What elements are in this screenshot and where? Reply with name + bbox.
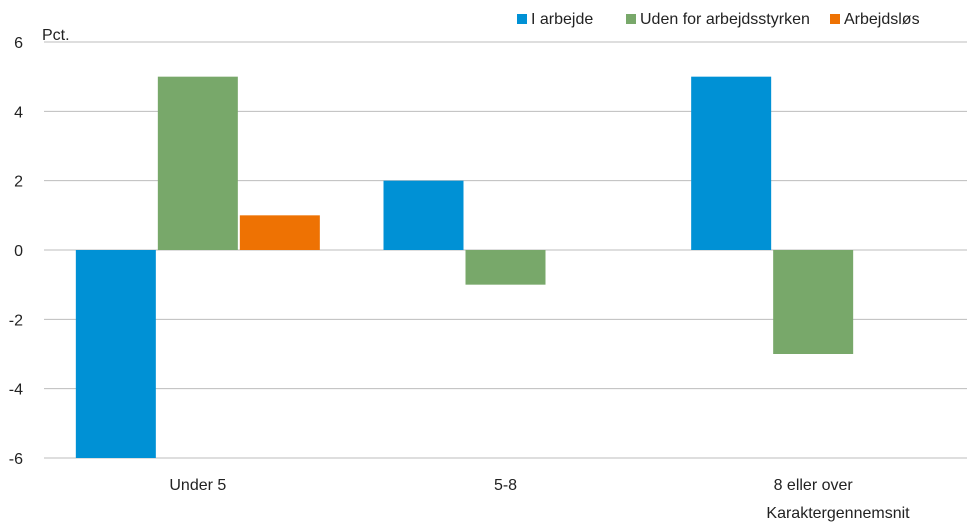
- y-tick-label: 4: [14, 104, 23, 121]
- y-tick-label: -6: [9, 451, 23, 468]
- bar-arbejdsløs-0: [239, 215, 320, 250]
- y-tick-label: 6: [14, 35, 23, 52]
- y-axis-ticks: -6 -4 -2 0 2 4 6: [9, 35, 23, 468]
- legend-swatch: [626, 14, 636, 24]
- x-axis-label: Karaktergennemsnit: [766, 505, 910, 522]
- y-tick-label: 2: [14, 174, 23, 191]
- bar-uden-for-arbejdsstyrken-1: [465, 250, 546, 285]
- legend-swatch: [517, 14, 527, 24]
- y-tick-label: 0: [14, 243, 23, 260]
- legend-label: I arbejde: [531, 11, 593, 28]
- x-axis-category-labels: Under 5 5-8 8 eller over: [169, 477, 853, 494]
- legend-label: Uden for arbejdsstyrken: [640, 11, 810, 28]
- legend: I arbejde Uden for arbejdsstyrken Arbejdsl…: [517, 11, 920, 28]
- y-tick-label: -4: [9, 382, 23, 399]
- bar-i-arbejde-0: [75, 250, 156, 458]
- legend-label: Arbejdsløs: [844, 11, 920, 28]
- legend-swatch: [830, 14, 840, 24]
- bar-i-arbejde-2: [691, 76, 772, 251]
- bar-i-arbejde-1: [383, 180, 464, 250]
- y-axis-unit-label: Pct.: [42, 27, 70, 44]
- x-category-label: Under 5: [169, 477, 226, 494]
- bar-uden-for-arbejdsstyrken-2: [773, 250, 854, 354]
- y-tick-label: -2: [9, 312, 23, 329]
- bar-uden-for-arbejdsstyrken-0: [157, 76, 238, 251]
- x-category-label: 5-8: [494, 477, 517, 494]
- x-category-label: 8 eller over: [774, 477, 854, 494]
- bars: [75, 76, 854, 458]
